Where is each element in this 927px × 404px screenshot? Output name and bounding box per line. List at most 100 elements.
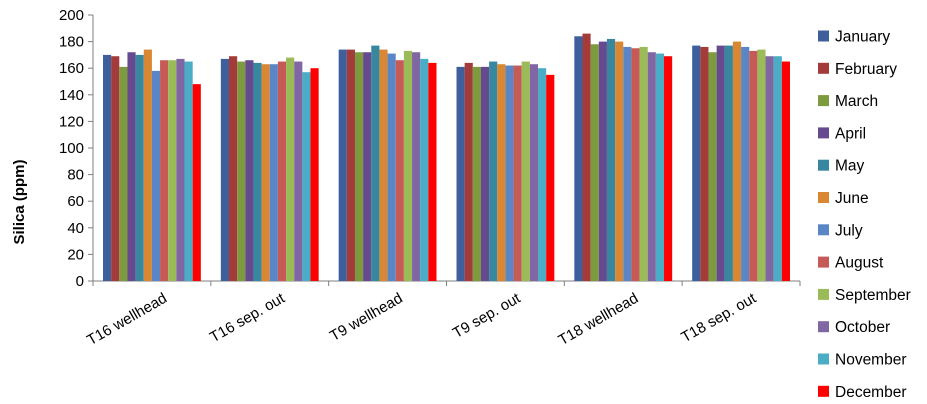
y-tick-label: 80 bbox=[67, 167, 84, 184]
x-tick-label: T9 sep. out bbox=[450, 289, 524, 342]
bar-june-1 bbox=[261, 64, 270, 282]
bar-may-5 bbox=[724, 45, 733, 282]
bar-august-4 bbox=[631, 48, 640, 281]
bar-september-5 bbox=[757, 49, 766, 281]
bar-may-4 bbox=[606, 38, 616, 281]
y-tick-label: 180 bbox=[59, 34, 84, 51]
bar-august-5 bbox=[749, 50, 758, 281]
bars-group bbox=[103, 33, 790, 282]
y-tick-label: 40 bbox=[67, 220, 84, 237]
bar-november-2 bbox=[420, 58, 429, 281]
y-axis-label: Silica (ppm) bbox=[11, 159, 28, 244]
bar-april-0 bbox=[127, 52, 136, 281]
y-tick-label: 140 bbox=[59, 87, 84, 104]
bar-october-3 bbox=[529, 64, 539, 282]
legend-label-june: June bbox=[835, 190, 869, 207]
bar-june-3 bbox=[497, 64, 506, 282]
bar-june-4 bbox=[615, 41, 624, 281]
bar-may-2 bbox=[371, 45, 380, 282]
bar-april-5 bbox=[716, 45, 725, 282]
x-tick-label: T18 sep. out bbox=[678, 289, 759, 346]
bar-may-3 bbox=[489, 61, 498, 281]
bar-november-4 bbox=[655, 53, 665, 281]
bar-january-1 bbox=[220, 58, 229, 281]
y-tick-labels: 0 20 40 60 80 100 120 140 160 180 200 bbox=[59, 7, 84, 290]
legend-swatch-may bbox=[818, 159, 829, 171]
legend-swatch-march bbox=[818, 95, 829, 107]
bar-july-4 bbox=[623, 46, 632, 281]
bar-september-1 bbox=[286, 57, 295, 282]
bar-february-5 bbox=[700, 46, 709, 281]
x-tick-label: T9 wellhead bbox=[327, 290, 406, 345]
legend-swatch-december bbox=[818, 385, 829, 397]
y-tick-label: 60 bbox=[67, 193, 84, 210]
legend-label-january: January bbox=[835, 29, 890, 46]
bar-may-1 bbox=[253, 62, 262, 281]
legend-swatch-january bbox=[818, 30, 829, 42]
legend-swatch-february bbox=[818, 62, 829, 74]
bar-february-4 bbox=[582, 33, 591, 282]
bar-june-0 bbox=[143, 49, 152, 281]
x-tick-label: T16 sep. out bbox=[207, 289, 288, 346]
bar-october-1 bbox=[294, 61, 303, 281]
bar-october-2 bbox=[412, 52, 421, 281]
bar-april-3 bbox=[480, 66, 490, 282]
bar-november-3 bbox=[538, 68, 547, 281]
bar-october-0 bbox=[176, 58, 185, 281]
bar-november-1 bbox=[302, 72, 311, 281]
legend-swatch-april bbox=[818, 127, 829, 139]
y-tick-label: 100 bbox=[59, 140, 84, 157]
bar-march-1 bbox=[237, 61, 246, 281]
bar-january-2 bbox=[338, 49, 347, 281]
bar-december-3 bbox=[546, 74, 555, 281]
bar-april-4 bbox=[598, 41, 607, 281]
bar-december-2 bbox=[428, 62, 437, 281]
bar-august-1 bbox=[277, 61, 287, 281]
y-axis-label-group: Silica (ppm) bbox=[11, 159, 28, 244]
legend-swatch-september bbox=[818, 288, 829, 300]
legend-swatch-june bbox=[818, 192, 829, 203]
legend-swatch-august bbox=[818, 256, 829, 268]
x-tick-label: T16 wellhead bbox=[84, 290, 170, 349]
legend-label-october: October bbox=[835, 319, 890, 336]
bar-november-0 bbox=[184, 61, 193, 281]
bar-august-0 bbox=[160, 60, 169, 281]
bar-january-0 bbox=[103, 54, 112, 282]
bar-february-1 bbox=[228, 56, 238, 282]
bar-july-3 bbox=[505, 65, 514, 281]
legend-label-december: December bbox=[835, 384, 907, 401]
bar-january-3 bbox=[456, 66, 465, 282]
legend-label-february: February bbox=[835, 61, 897, 78]
bar-may-0 bbox=[135, 54, 144, 282]
bar-december-5 bbox=[781, 61, 790, 281]
bar-july-5 bbox=[741, 46, 750, 281]
y-tick-label: 20 bbox=[67, 246, 84, 263]
bar-march-3 bbox=[472, 66, 481, 282]
bar-march-2 bbox=[354, 52, 364, 281]
bar-december-0 bbox=[192, 84, 201, 281]
bar-december-1 bbox=[310, 68, 319, 281]
bar-april-2 bbox=[363, 52, 372, 281]
bar-september-2 bbox=[403, 50, 413, 281]
bar-march-4 bbox=[590, 44, 599, 282]
legend-swatch-july bbox=[818, 224, 829, 236]
bar-september-0 bbox=[168, 60, 177, 281]
bar-june-5 bbox=[732, 41, 742, 281]
legend-label-july: July bbox=[835, 222, 863, 239]
bar-february-3 bbox=[464, 62, 473, 281]
bar-february-2 bbox=[346, 49, 355, 281]
legend-label-may: May bbox=[835, 158, 865, 175]
bar-september-3 bbox=[521, 61, 530, 281]
bar-december-4 bbox=[664, 56, 673, 282]
bar-october-4 bbox=[647, 52, 656, 281]
bar-august-3 bbox=[513, 65, 522, 281]
bar-august-2 bbox=[395, 60, 404, 281]
bar-january-4 bbox=[574, 36, 583, 281]
legend-label-september: September bbox=[835, 287, 911, 304]
legend-swatch-october bbox=[818, 321, 829, 333]
y-tick-label: 0 bbox=[76, 273, 84, 290]
bar-october-5 bbox=[765, 56, 774, 282]
y-tick-label: 160 bbox=[59, 60, 84, 77]
bar-july-2 bbox=[387, 53, 396, 281]
